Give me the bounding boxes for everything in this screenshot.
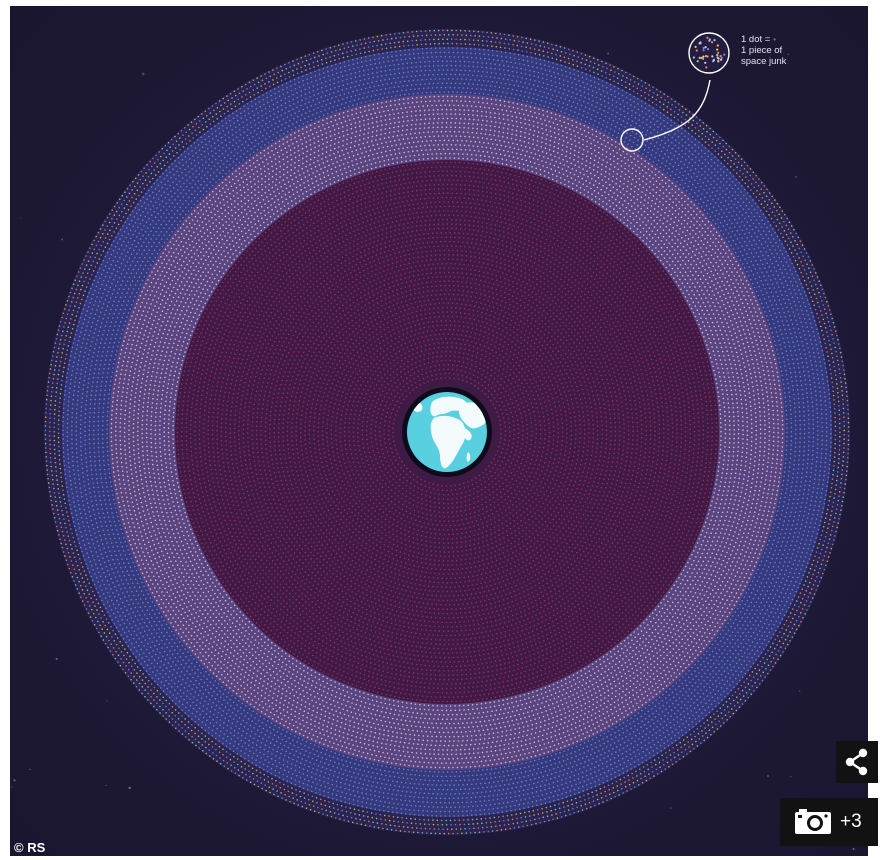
legend-highlight-circle: [620, 128, 644, 152]
legend-sample-dots: [692, 36, 726, 69]
legend-line-2: 1 piece of: [741, 45, 783, 56]
share-button[interactable]: [836, 741, 878, 783]
legend-connector-line: [643, 79, 711, 141]
legend-line-1: 1 dot =: [741, 34, 771, 45]
gallery-button[interactable]: +3: [780, 798, 878, 846]
debris-dots: [44, 29, 850, 835]
image-credit: © RS: [14, 840, 46, 855]
share-icon: [845, 748, 868, 776]
gallery-count: +3: [840, 811, 862, 832]
legend-caption: 1 dot = 1 piece of space junk: [741, 34, 851, 67]
earth-icon: [402, 387, 492, 477]
legend-callout: [620, 32, 730, 152]
legend-line-3: space junk: [741, 56, 787, 67]
camera-icon: [795, 809, 831, 834]
